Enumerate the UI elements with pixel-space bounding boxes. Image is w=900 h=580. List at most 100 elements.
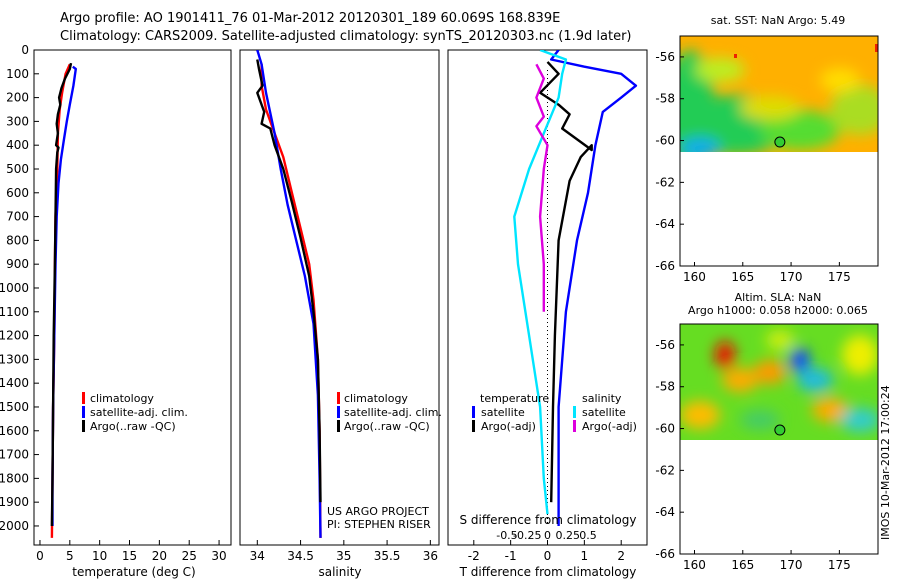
s-difference-axis-label: S difference from climatology [460, 513, 637, 527]
depth-tick-label: 1800 [0, 471, 29, 485]
legend-climatology: climatology [90, 392, 154, 405]
salinity-axis-label: salinity [318, 565, 361, 579]
argo-location-marker [774, 424, 786, 436]
depth-tick-label: 1100 [0, 305, 29, 319]
legend-t-satellite: satellite [481, 406, 525, 419]
series-group [256, 50, 322, 538]
sla-map-title: Altim. SLA: NaN [735, 291, 822, 304]
temperature-panel-frame [33, 49, 232, 546]
legend-salinity-heading: salinity [582, 392, 622, 405]
depth-tick-label: 1600 [0, 424, 29, 438]
legend-satellite-swatch [82, 406, 85, 418]
map-y-tick-label: -66 [655, 547, 675, 561]
sla-map-subtitle: Argo h1000: 0.058 h2000: 0.065 [688, 304, 868, 317]
x-tick-label: 5 [66, 549, 74, 563]
map-y-tick-label: -66 [655, 259, 675, 273]
s-diff-tick-label: -0.5 [496, 529, 517, 542]
legend-s-satellite: satellite [582, 406, 626, 419]
x-tick-label: -2 [468, 549, 480, 563]
depth-tick-label: 900 [6, 257, 29, 271]
series-line-black [50, 62, 73, 527]
sst-map-axes: 160 165 170 175 -56 -58 -60 -62 -64 -66 [655, 50, 850, 284]
map-y-tick-label: -58 [655, 92, 675, 106]
map-y-tick-label: -56 [655, 50, 675, 64]
map-x-tick-label: 165 [731, 270, 754, 284]
depth-tick-label: 1000 [0, 281, 29, 295]
depth-tick-label: 1300 [0, 352, 29, 366]
map-x-tick-label: 170 [780, 558, 803, 572]
depth-tick-label: 500 [6, 162, 29, 176]
x-tick-label: -1 [505, 549, 517, 563]
temperature-plot: 0 5 10 15 20 25 30 [36, 62, 227, 563]
map-x-tick-label: 165 [731, 558, 754, 572]
depth-axis: 0 100 200 300 400 500 600 700 800 900 1000 1100 1200… [0, 43, 39, 533]
temperature-legend: climatology satellite-adj. clim. Argo(..… [82, 392, 188, 433]
legend-argo-swatch [337, 420, 340, 432]
x-tick-label: 34 [250, 549, 265, 563]
difference-legend: temperature satellite Argo(-adj) salinit… [472, 392, 637, 433]
legend-s-satellite-swatch [573, 406, 576, 418]
temperature-axis-label: temperature (deg C) [72, 565, 195, 579]
difference-plot: -2 -1 0 1 2 -0.5-0.25 0 0.25 0.5 [468, 50, 638, 563]
depth-tick-label: 1400 [0, 376, 29, 390]
map-y-tick-label: -58 [655, 380, 675, 394]
series-line-black [256, 59, 322, 503]
imos-timestamp: IMOS 10-Mar-2012 17:00:24 [879, 385, 892, 540]
map-y-tick-label: -64 [655, 505, 675, 519]
series-group [513, 50, 638, 526]
x-tick-label: 35 [336, 549, 351, 563]
series-line-cyan [513, 50, 568, 515]
legend-argo: Argo(..raw -QC) [344, 420, 430, 433]
x-tick-label: 0 [36, 549, 44, 563]
project-annotation: US ARGO PROJECT [327, 505, 429, 518]
legend-t-argo-swatch [472, 420, 475, 432]
s-diff-tick-label: -0.25 [513, 529, 541, 542]
series-line-black [538, 61, 593, 503]
depth-tick-label: 600 [6, 186, 29, 200]
legend-temperature-heading: temperature [480, 392, 549, 405]
x-tick-label: 35.5 [374, 549, 401, 563]
legend-s-argo: Argo(-adj) [582, 420, 637, 433]
depth-tick-label: 800 [6, 233, 29, 247]
depth-tick-label: 0 [21, 43, 29, 57]
salinity-panel-frame [239, 49, 440, 546]
legend-climatology: climatology [344, 392, 408, 405]
s-diff-tick-label: 0.5 [579, 529, 597, 542]
sla-map-axes: 160 165 170 175 -56 -58 -60 -62 -64 -66 [655, 338, 850, 572]
map-x-tick-label: 175 [828, 270, 851, 284]
map-y-tick-label: -62 [655, 463, 675, 477]
map-x-tick-label: 175 [828, 558, 851, 572]
salinity-plot: 34 34.5 35 35.5 36 [250, 50, 438, 563]
header-line-2: Climatology: CARS2009. Satellite-adjuste… [60, 29, 632, 44]
x-tick-label: 2 [617, 549, 625, 563]
x-tick-label: 1 [581, 549, 589, 563]
x-tick-label: 15 [122, 549, 137, 563]
series-line-blue [550, 50, 638, 526]
map-y-tick-label: -60 [655, 134, 675, 148]
map-y-tick-label: -64 [655, 217, 675, 231]
x-tick-label: 20 [152, 549, 167, 563]
map-y-tick-label: -62 [655, 175, 675, 189]
sla-heatmap [680, 324, 878, 440]
legend-satellite: satellite-adj. clim. [344, 406, 442, 419]
sla-map-frame [679, 323, 879, 555]
map-x-tick-label: 160 [683, 270, 706, 284]
x-tick-label: 36 [423, 549, 438, 563]
depth-tick-label: 300 [6, 114, 29, 128]
legend-satellite-swatch [337, 406, 340, 418]
salinity-legend: climatology satellite-adj. clim. Argo(..… [337, 392, 442, 433]
depth-tick-label: 700 [6, 210, 29, 224]
depth-tick-label: 400 [6, 138, 29, 152]
depth-tick-label: 1900 [0, 495, 29, 509]
legend-t-satellite-swatch [472, 406, 475, 418]
header-line-1: Argo profile: AO 1901411_76 01-Mar-2012 … [60, 11, 560, 26]
legend-satellite: satellite-adj. clim. [90, 406, 188, 419]
depth-tick-label: 200 [6, 91, 29, 105]
map-x-tick-label: 160 [683, 558, 706, 572]
depth-tick-label: 100 [6, 67, 29, 81]
legend-t-argo: Argo(-adj) [481, 420, 536, 433]
depth-tick-label: 2000 [0, 519, 29, 533]
map-y-tick-label: -60 [655, 422, 675, 436]
map-x-tick-label: 170 [780, 270, 803, 284]
pi-annotation: PI: STEPHEN RISER [327, 518, 431, 531]
